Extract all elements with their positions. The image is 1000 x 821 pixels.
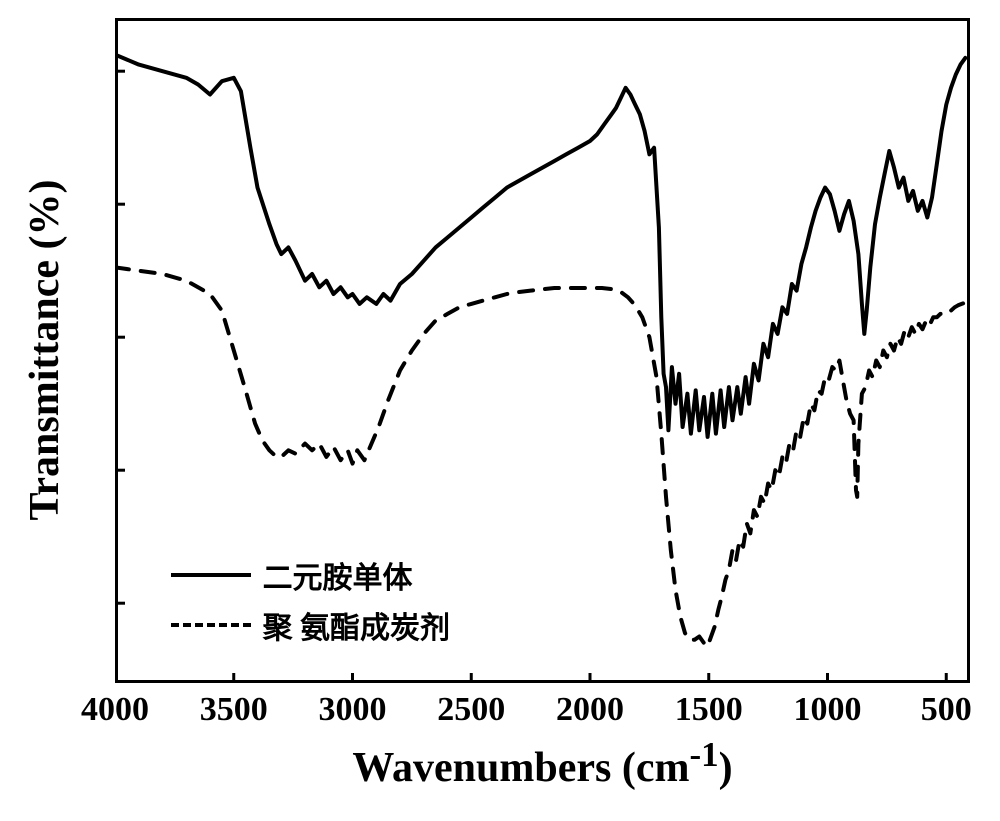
x-tick-label: 2500 (421, 691, 521, 729)
x-tick-label: 3000 (303, 691, 403, 729)
x-tick-label: 2000 (540, 691, 640, 729)
ftir-figure: Transmittance (%) Wavenumbers (cm-1) 400… (0, 0, 1000, 821)
x-tick-label: 3500 (184, 691, 284, 729)
y-axis-label: Transmittance (%) (21, 150, 69, 550)
x-tick-label: 4000 (65, 691, 165, 729)
x-axis-label-sup: -1 (689, 735, 718, 774)
legend-item: 聚 氨酯成炭剂 (171, 603, 451, 647)
legend-line-dashed (171, 623, 251, 627)
x-tick-label: 1500 (659, 691, 759, 729)
legend-item: 二元胺单体 (171, 553, 451, 597)
legend-line-solid (171, 573, 251, 577)
x-axis-label-suffix: ) (719, 745, 733, 791)
legend-label: 二元胺单体 (263, 553, 413, 597)
legend: 二元胺单体聚 氨酯成炭剂 (171, 553, 451, 653)
legend-label: 聚 氨酯成炭剂 (263, 603, 451, 647)
x-axis-label: Wavenumbers (cm-1) (243, 735, 843, 792)
x-tick-label: 1000 (778, 691, 878, 729)
x-tick-label: 500 (896, 691, 996, 729)
x-axis-label-text: Wavenumbers (cm (352, 745, 689, 791)
